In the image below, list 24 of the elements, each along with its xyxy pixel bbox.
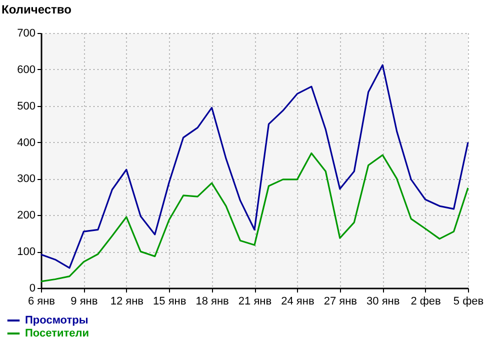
y-tick-label: 600 [17, 64, 36, 76]
x-tick-label: 21 янв [238, 296, 272, 308]
x-tick-label: 2 фев [410, 296, 442, 308]
x-tick-label: 15 янв [153, 296, 186, 308]
y-axis-title: Количество [2, 2, 72, 16]
x-tick-label: 27 янв [324, 296, 358, 308]
line-series [40, 152, 469, 282]
y-tick-label: 500 [17, 100, 36, 112]
legend-label: Посетители [25, 328, 89, 340]
x-tick-label: 6 янв [28, 296, 56, 308]
y-tick-label: 700 [17, 28, 36, 40]
x-tick-label: 18 янв [196, 296, 230, 308]
legend-label: Просмотры [25, 314, 88, 326]
y-tick-label: 400 [17, 136, 36, 149]
x-tick-label: 12 янв [110, 296, 144, 308]
y-tick-label: 300 [17, 173, 36, 186]
x-tick-label: 24 янв [281, 296, 314, 308]
x-tick-label: 9 янв [70, 296, 98, 308]
y-tick-label: 100 [17, 246, 36, 258]
x-tick-label: 30 янв [366, 296, 400, 308]
y-tick-label: 0 [29, 282, 36, 294]
line-series [40, 64, 469, 269]
y-tick-label: 200 [17, 210, 36, 222]
x-tick-label: 5 фев [453, 296, 484, 308]
